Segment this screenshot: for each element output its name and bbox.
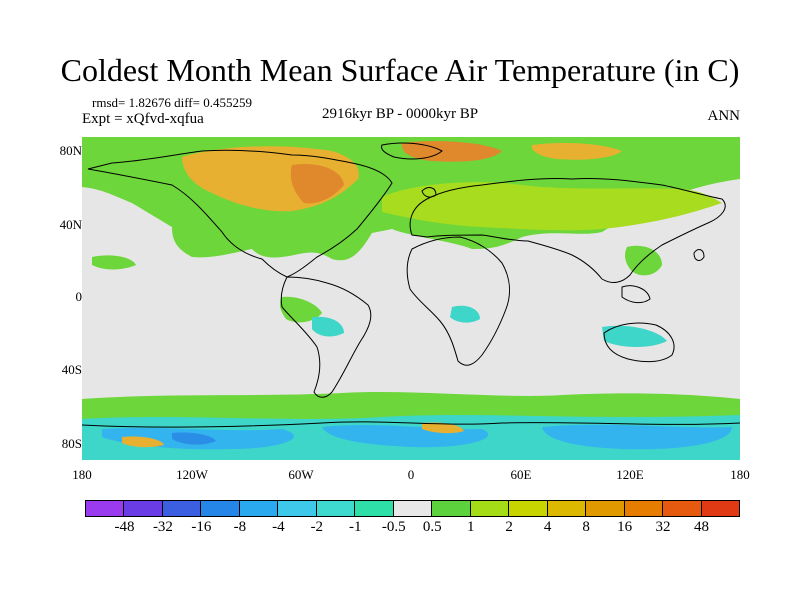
japan-coast — [693, 249, 705, 261]
colorbar-box — [585, 500, 625, 517]
colorbar-label: 16 — [617, 519, 633, 535]
rmsd-value: 1.82676 — [128, 95, 171, 110]
antarctic-orange-patch-west — [122, 436, 164, 448]
colorbar-box — [315, 500, 356, 517]
experiment-label: Expt = xQfvd-xqfua — [82, 111, 204, 127]
lat-label-0: 0 — [75, 289, 83, 304]
australia-cyan-patch — [602, 325, 667, 347]
colorbar-label: 4 — [543, 519, 552, 535]
colorbar-box — [546, 500, 587, 517]
colorbar-label: 48 — [694, 519, 710, 535]
period-label: 2916kyr BP - 0000kyr BP — [322, 106, 479, 122]
lon-label-60e: 60E — [510, 467, 532, 482]
north-america-coast — [87, 149, 393, 278]
eurasia-coast — [409, 177, 726, 283]
colorbar-label: -16 — [191, 519, 212, 535]
antarctica-coast — [82, 421, 740, 428]
colorbar-label: -32 — [152, 519, 173, 535]
australia-coast — [603, 322, 675, 363]
lat-label-80n: 80N — [59, 143, 82, 158]
colorbar-label: 1 — [466, 519, 475, 535]
colorbar-label: -8 — [233, 519, 247, 535]
pacific-green-patch — [92, 255, 136, 270]
colorbar-label: 8 — [582, 519, 590, 535]
colorbar-label: -48 — [114, 519, 135, 535]
colorbar-label: 0.5 — [422, 519, 442, 535]
colorbar-box — [662, 500, 702, 517]
colorbar-label: -1 — [349, 519, 362, 535]
lon-label-120e: 120E — [616, 467, 644, 482]
lon-label-0: 0 — [407, 467, 415, 482]
colorbar-box — [354, 500, 394, 517]
lon-label-120w: 120W — [176, 467, 208, 482]
china-green-patch — [625, 245, 662, 276]
greenland-coast — [381, 142, 443, 160]
antarctic-light-blue-region-east — [542, 424, 732, 450]
colorbar-box — [508, 500, 548, 517]
colorbar-box — [277, 500, 317, 517]
indonesia-coast — [621, 285, 651, 304]
colorbar-box — [123, 500, 163, 517]
lat-label-80s: 80S — [61, 436, 82, 451]
south-america-coast — [280, 276, 372, 398]
rmsd-diff-text: rmsd= 1.82676 diff= 0.455259 — [92, 95, 252, 111]
antarctic-orange-patch — [422, 422, 464, 434]
colorbar-box — [85, 500, 125, 517]
colorbar-label: 2 — [505, 519, 513, 535]
colorbar-label: -4 — [272, 519, 285, 535]
colorbar-box — [623, 500, 664, 517]
coastlines — [82, 142, 740, 428]
lon-label-180w: 180 — [72, 467, 92, 482]
colorbar-box — [700, 500, 740, 517]
south-america-cyan-patch — [312, 316, 344, 337]
season-label: ANN — [707, 108, 741, 124]
africa-cyan-patch — [450, 305, 480, 323]
uk-coast — [421, 187, 437, 198]
diff-value: 0.455259 — [203, 95, 252, 110]
colorbar-label: 32 — [655, 519, 671, 535]
hudson-dark-orange-region — [290, 163, 344, 204]
rmsd-label: rmsd= — [92, 95, 126, 110]
colorbar-box — [431, 500, 471, 517]
colorbar-label: -0.5 — [381, 519, 406, 535]
africa-coast — [406, 236, 510, 366]
colorbar-box — [161, 500, 202, 517]
colorbar-box — [238, 500, 279, 517]
colorbar-box — [469, 500, 510, 517]
colorbar-box — [392, 500, 433, 517]
antarctic-blue-patch — [172, 432, 216, 445]
temperature-map — [82, 137, 740, 460]
colorbar-box — [200, 500, 240, 517]
colorbar-label: -2 — [310, 519, 324, 535]
colorbar — [85, 500, 740, 517]
lon-label-180e: 180 — [730, 467, 750, 482]
lat-label-40s: 40S — [61, 362, 82, 377]
arctic-dark-orange-region — [401, 141, 502, 162]
eurasia-yellow-green-region — [382, 182, 722, 231]
plot-title: Coldest Month Mean Surface Air Temperatu… — [60, 52, 740, 88]
diff-label: diff= — [174, 95, 200, 110]
lat-label-40n: 40N — [59, 217, 82, 232]
siberia-orange-region — [531, 143, 622, 160]
lon-label-60w: 60W — [288, 467, 314, 482]
